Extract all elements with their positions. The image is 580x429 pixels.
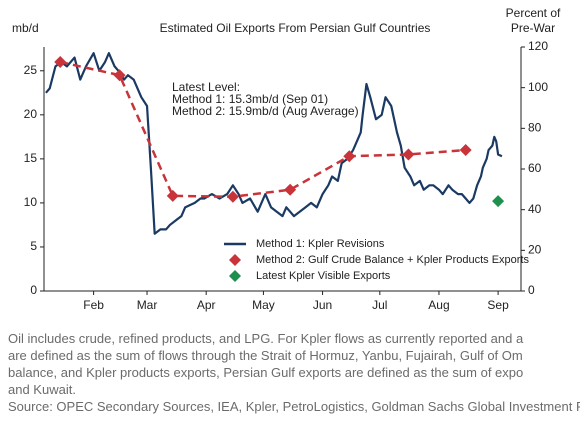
footnote: Source: OPEC Secondary Sources, IEA, Kpl… — [8, 399, 580, 414]
x-tick-label: Apr — [197, 298, 216, 312]
footnotes: Oil includes crude, refined products, an… — [8, 330, 580, 415]
legend-label: Method 2: Gulf Crude Balance + Kpler Pro… — [256, 254, 530, 266]
x-tick-label: Feb — [83, 298, 104, 312]
x-tick-label: Jun — [313, 298, 332, 312]
footnote: balance, and Kpler products exports, Per… — [8, 365, 524, 380]
y-tick-label: 20 — [24, 107, 38, 121]
y2-tick-label: 60 — [528, 161, 542, 175]
legend-swatch — [229, 254, 241, 266]
annotation: Method 2: 15.9mb/d (Aug Average) — [172, 104, 359, 118]
footnote: are defined as the sum of flows through … — [8, 348, 523, 363]
chart-title: Estimated Oil Exports From Persian Gulf … — [160, 21, 431, 35]
diamond-marker — [492, 195, 505, 208]
y2-tick-label: 40 — [528, 202, 542, 216]
diamond-marker — [343, 150, 356, 163]
x-tick-label: Sep — [487, 298, 509, 312]
diamond-marker — [54, 55, 67, 68]
y-tick-label: 15 — [24, 151, 38, 165]
y2-tick-label: 80 — [528, 121, 542, 135]
diamond-marker — [113, 69, 126, 82]
annotation: Method 1: 15.3mb/d (Sep 01) — [172, 92, 328, 106]
chart: Estimated Oil Exports From Persian Gulf … — [12, 6, 561, 312]
y2-tick-label: 20 — [528, 243, 542, 257]
diamond-marker — [226, 190, 239, 203]
y2-tick-label: 120 — [528, 39, 548, 53]
legend-label: Latest Kpler Visible Exports — [256, 270, 391, 282]
y2-axis-label: Percent of — [506, 6, 561, 20]
y2-tick-label: 0 — [528, 283, 535, 297]
diamond-marker — [284, 183, 297, 196]
legend-swatch — [229, 270, 241, 282]
legend-label: Method 1: Kpler Revisions — [256, 238, 385, 250]
y2-axis-label: Pre-War — [511, 21, 555, 35]
footnote: and Kuwait. — [8, 382, 76, 397]
y-tick-label: 10 — [24, 195, 38, 209]
annotation: Latest Level: — [172, 80, 240, 94]
x-tick-label: Mar — [137, 298, 158, 312]
y2-tick-label: 100 — [528, 80, 548, 94]
x-tick-label: Jul — [372, 298, 387, 312]
x-tick-label: May — [252, 298, 275, 312]
diamond-marker — [402, 148, 415, 161]
y-tick-label: 25 — [24, 63, 38, 77]
diamond-marker — [166, 189, 179, 202]
footnote: Oil includes crude, refined products, an… — [8, 331, 524, 346]
y-tick-label: 0 — [30, 283, 37, 297]
y-axis-label: mb/d — [12, 21, 39, 35]
diamond-marker — [459, 144, 472, 157]
y-tick-label: 5 — [30, 239, 37, 253]
series-dashed-line — [59, 60, 466, 198]
series-line — [45, 52, 503, 235]
x-tick-label: Aug — [428, 298, 449, 312]
